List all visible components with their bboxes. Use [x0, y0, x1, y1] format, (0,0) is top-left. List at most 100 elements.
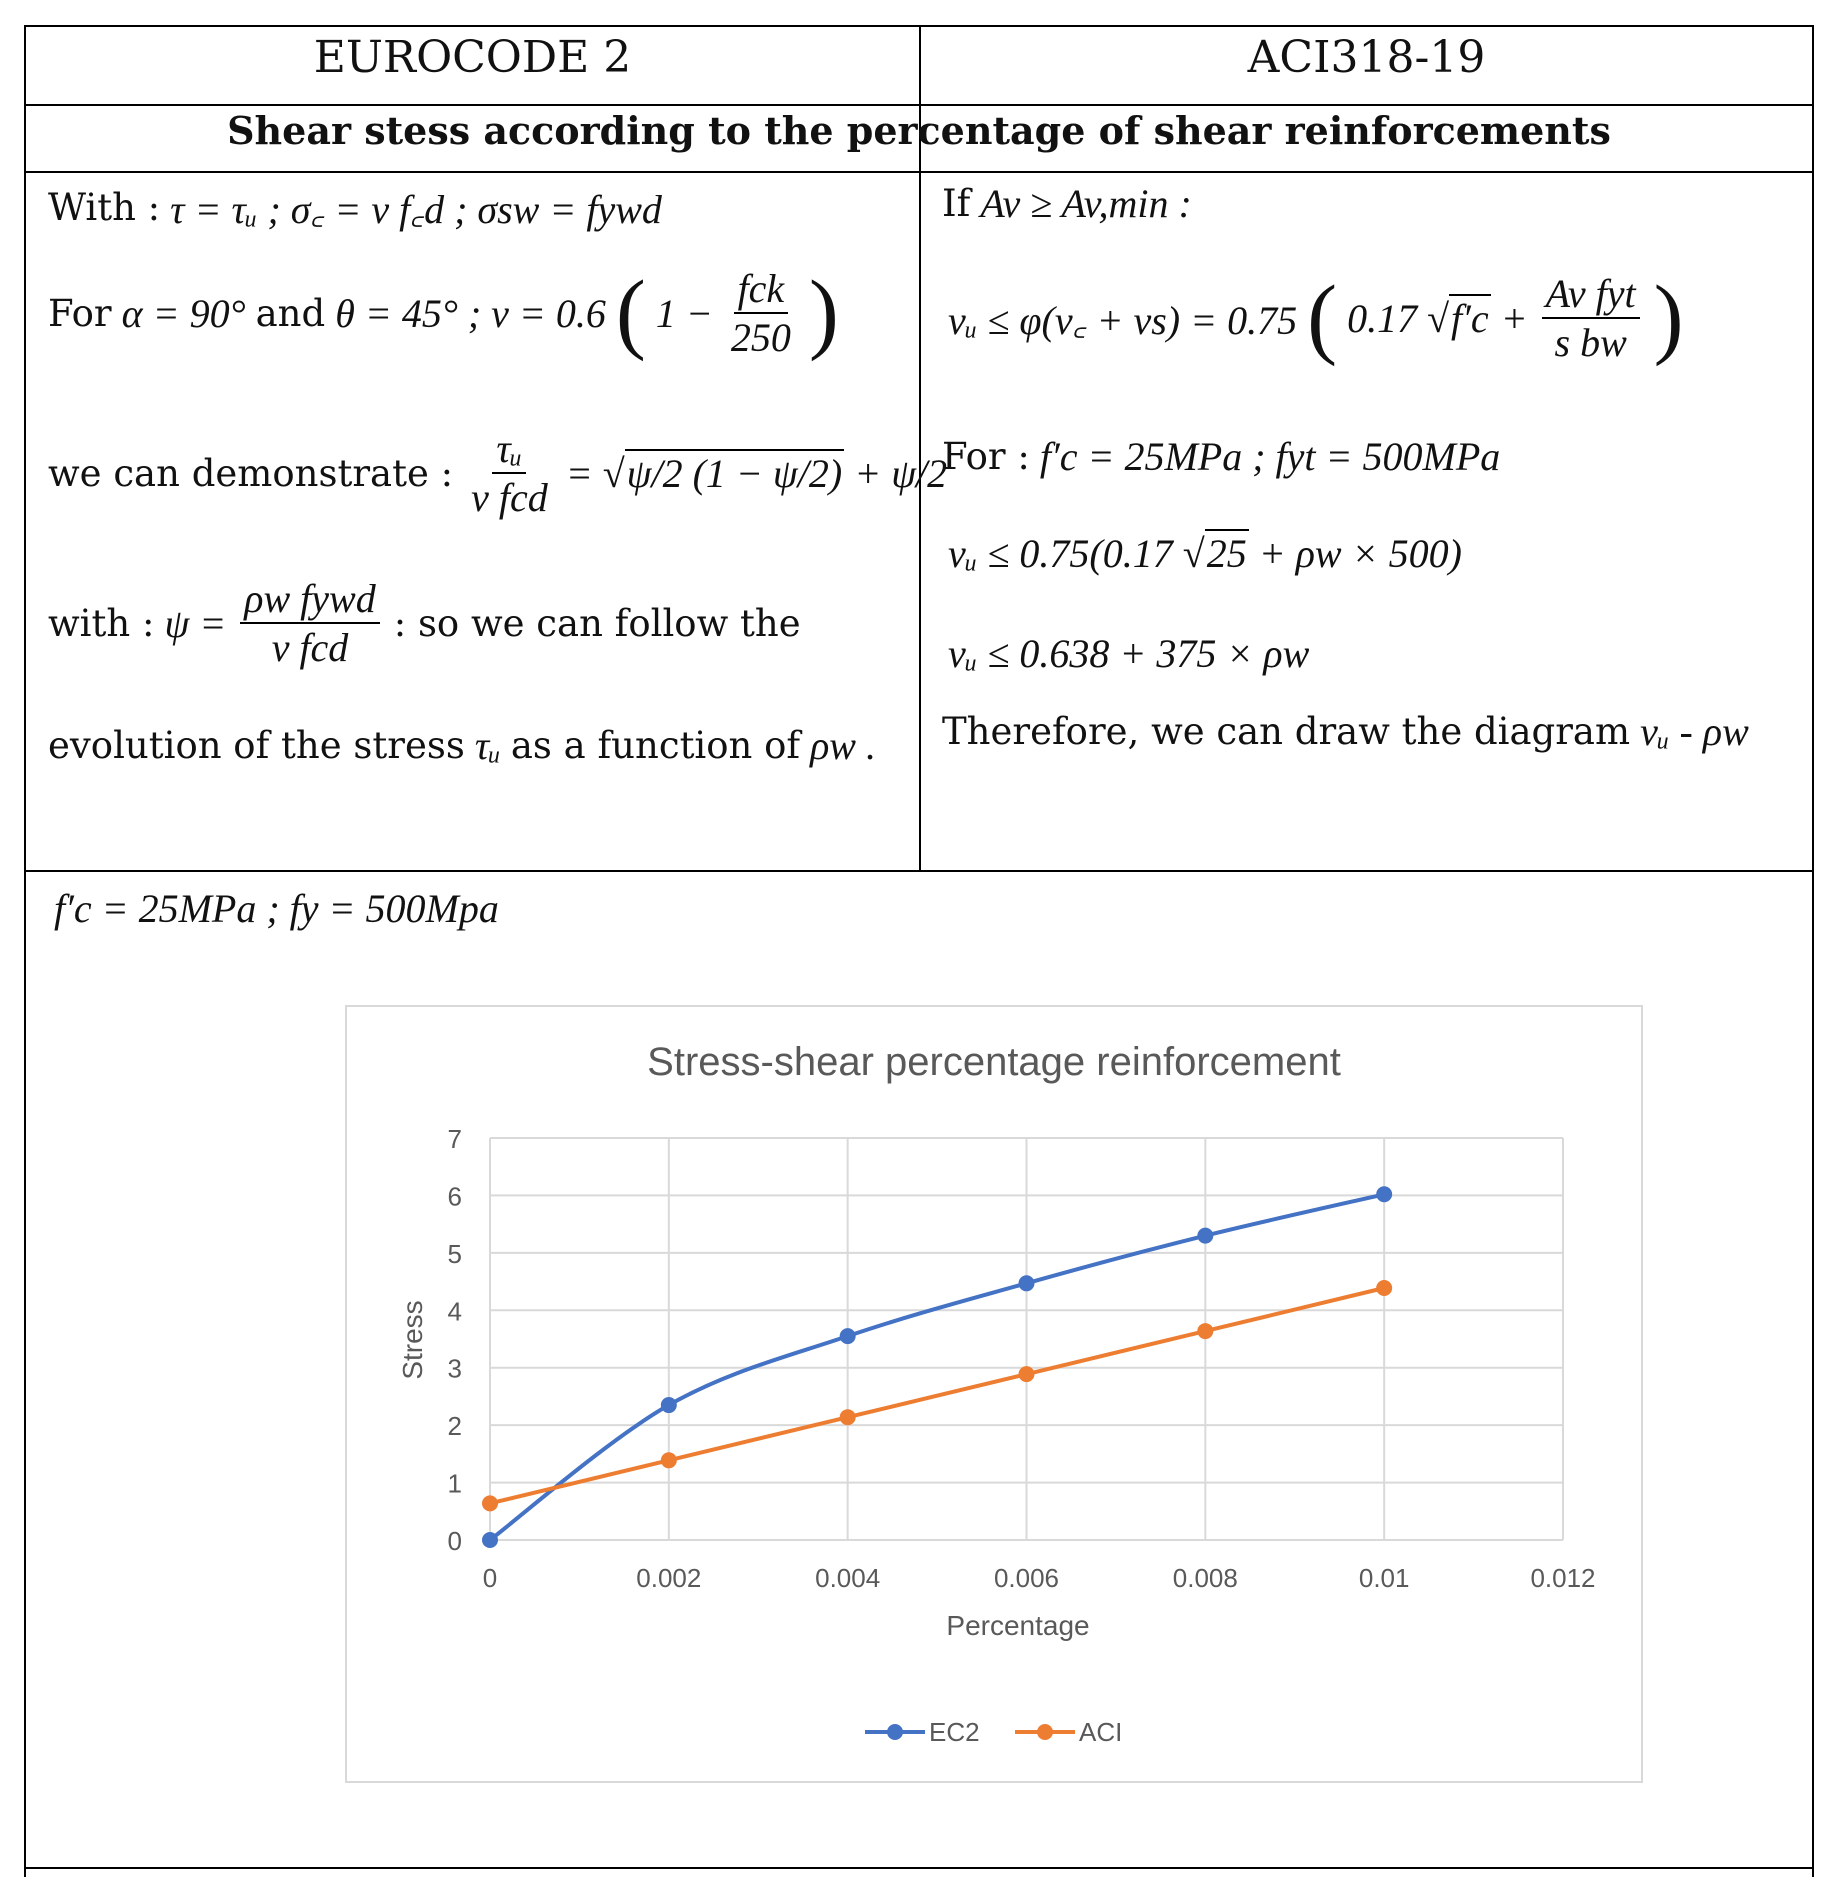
aci-l4-a: vᵤ ≤ 0.75(0.17 — [948, 531, 1173, 576]
data-point-aci — [839, 1409, 856, 1426]
x-tick-label: 0 — [483, 1563, 497, 1593]
data-point-aci — [1376, 1280, 1393, 1297]
fraction-denominator: ν fcd — [471, 475, 548, 520]
legend-label-ec2: EC2 — [929, 1717, 980, 1747]
data-point-ec2 — [482, 1532, 498, 1548]
x-axis-label: Percentage — [946, 1610, 1089, 1641]
y-tick-label: 4 — [448, 1296, 462, 1326]
ec-line-5: evolution of the stress τᵤ as a function… — [48, 722, 876, 769]
aci-line-3: For : f′c = 25MPa ; fyt = 500MPa — [942, 433, 1500, 480]
ec-l2-label: For — [48, 291, 112, 335]
aci-line-6: Therefore, we can draw the diagram vᵤ - … — [942, 708, 1749, 755]
fraction-denominator: 250 — [730, 315, 791, 360]
fraction-denominator: ν fcd — [271, 625, 349, 670]
ec-l4-label: with : — [48, 601, 155, 645]
aci-l2-sqrt: f′c — [1449, 293, 1491, 341]
ec-l3-radicand: ψ/2 (1 − ψ/2) — [624, 448, 845, 496]
data-point-aci — [1018, 1366, 1035, 1383]
ec-l3-fraction: τᵤ ν fcd — [467, 425, 552, 521]
data-point-ec2 — [1018, 1275, 1035, 1292]
column-divider — [919, 25, 921, 172]
aci-l2-math: vᵤ ≤ φ(v꜀ + vs) = 0.75 — [948, 297, 1298, 343]
y-axis-label: Stress — [397, 1300, 428, 1379]
aci-l3-math: f′c = 25MPa ; fyt = 500MPa — [1039, 434, 1501, 479]
y-tick-label: 3 — [448, 1354, 462, 1384]
data-point-ec2 — [1197, 1227, 1214, 1244]
aci-l6-text: Therefore, we can draw the diagram — [942, 710, 1631, 753]
table-border-left — [24, 25, 26, 1877]
x-tick-label: 0.006 — [994, 1563, 1059, 1593]
material-params: f′c = 25MPa ; fy = 500Mpa — [54, 886, 499, 931]
row-divider-4 — [24, 1867, 1814, 1869]
ec-line-4: with : ψ = ρw fywd ν fcd : so we can foll… — [48, 575, 801, 671]
chart-title: Stress-shear percentage reinforcement — [647, 1040, 1341, 1084]
y-tick-label: 5 — [448, 1239, 462, 1269]
aci-l3-label: For : — [942, 435, 1030, 478]
data-point-ec2 — [660, 1397, 677, 1414]
header-eurocode: EUROCODE 2 — [313, 32, 632, 83]
ec-l5-text: evolution of the stress — [48, 724, 465, 767]
aci-line-5: vᵤ ≤ 0.638 + 375 × ρw — [948, 630, 1309, 677]
data-point-aci — [660, 1452, 677, 1469]
chart-frame — [345, 1005, 1643, 1783]
x-tick-label: 0.008 — [1173, 1563, 1238, 1593]
aci-l4-b: + ρw × 500) — [1258, 531, 1462, 576]
ec-l3-label: we can demonstrate : — [48, 451, 454, 495]
ec-l2-and: and — [255, 291, 326, 335]
x-tick-label: 0.004 — [815, 1563, 880, 1593]
y-tick-label: 7 — [448, 1124, 462, 1154]
data-point-aci — [1197, 1323, 1214, 1340]
aci-l1-label: If — [942, 182, 971, 225]
aci-l6-math: vᵤ - ρw — [1640, 709, 1749, 754]
aci-line-2: vᵤ ≤ φ(v꜀ + vs) = 0.75 ( 0.17 √f′c + Av … — [948, 268, 1684, 367]
x-tick-label: 0.002 — [636, 1563, 701, 1593]
data-point-ec2 — [839, 1328, 856, 1345]
stress-chart: Stress-shear percentage reinforcement 0 1… — [345, 1005, 1643, 1783]
row-divider-3 — [24, 870, 1814, 872]
header-aci: ACI318-19 — [1247, 32, 1486, 83]
legend-marker-ec2 — [887, 1724, 903, 1740]
aci-l2-inner: 0.17 — [1347, 295, 1418, 341]
fraction-numerator: fck — [733, 265, 789, 314]
aci-l2-plus: + — [1500, 295, 1528, 341]
table-border-right — [1812, 25, 1814, 1877]
ec-l3-plus: + ψ/2 — [854, 450, 948, 496]
x-tick-label: 0.012 — [1530, 1563, 1595, 1593]
ec-l2-inner: 1 − — [655, 290, 713, 336]
ec-l5-mid: as a function of — [510, 724, 801, 767]
ec-l2-nu: θ = 45° ; ν = 0.6 — [335, 290, 606, 336]
aci-l5-math: vᵤ ≤ 0.638 + 375 × ρw — [948, 631, 1310, 676]
ec-l1-label: With : — [48, 186, 161, 229]
aci-l2-fraction: Av fyt s bw — [1541, 270, 1640, 366]
ec-line-2: For α = 90° and θ = 45° ; ν = 0.6 ( 1 − … — [48, 263, 839, 362]
fraction-numerator: Av fyt — [1541, 270, 1640, 319]
fraction-numerator: τᵤ — [492, 425, 527, 474]
ec-l2-fraction: fck 250 — [727, 265, 795, 361]
aci-l4-sqrt: 25 — [1204, 529, 1249, 576]
x-tick-label: 0.01 — [1359, 1563, 1410, 1593]
ec-l5-rho: ρw . — [810, 723, 876, 768]
y-tick-label: 2 — [448, 1411, 462, 1441]
y-tick-label: 0 — [448, 1526, 462, 1556]
ec-l4-fraction: ρw fywd ν fcd — [240, 575, 380, 671]
aci-line-4: vᵤ ≤ 0.75(0.17 √25 + ρw × 500) — [948, 529, 1462, 576]
series-line-ec2 — [488, 1192, 1385, 1542]
fraction-numerator: ρw fywd — [240, 575, 380, 624]
ec-l2-alpha: α = 90° — [121, 290, 246, 336]
ec-l4-psi: ψ = — [164, 600, 227, 646]
y-tick-label: 1 — [448, 1469, 462, 1499]
fraction-denominator: s bw — [1554, 320, 1627, 365]
ec-l4-rest: : so we can follow the — [393, 601, 801, 645]
ec-l1-math: τ = τᵤ ; σ꜀ = ν f꜀d ; σsw = fywd — [170, 187, 662, 232]
section-title: Shear stess according to the percentage … — [227, 108, 1611, 153]
data-point-ec2 — [1376, 1186, 1393, 1203]
aci-line-1: If Av ≥ Av,min : — [942, 180, 1192, 227]
ec-line-3: we can demonstrate : τᵤ ν fcd = √ψ/2 (1 −… — [48, 425, 948, 521]
column-divider-2 — [919, 171, 921, 871]
series-line-aci — [489, 1286, 1385, 1506]
ec-line-1: With : τ = τᵤ ; σ꜀ = ν f꜀d ; σsw = fywd — [48, 180, 662, 235]
legend-marker-aci — [1037, 1724, 1053, 1740]
y-tick-label: 6 — [448, 1181, 462, 1211]
aci-l1-math: Av ≥ Av,min : — [980, 181, 1192, 226]
bottom-params: f′c = 25MPa ; fy = 500Mpa — [54, 885, 499, 932]
